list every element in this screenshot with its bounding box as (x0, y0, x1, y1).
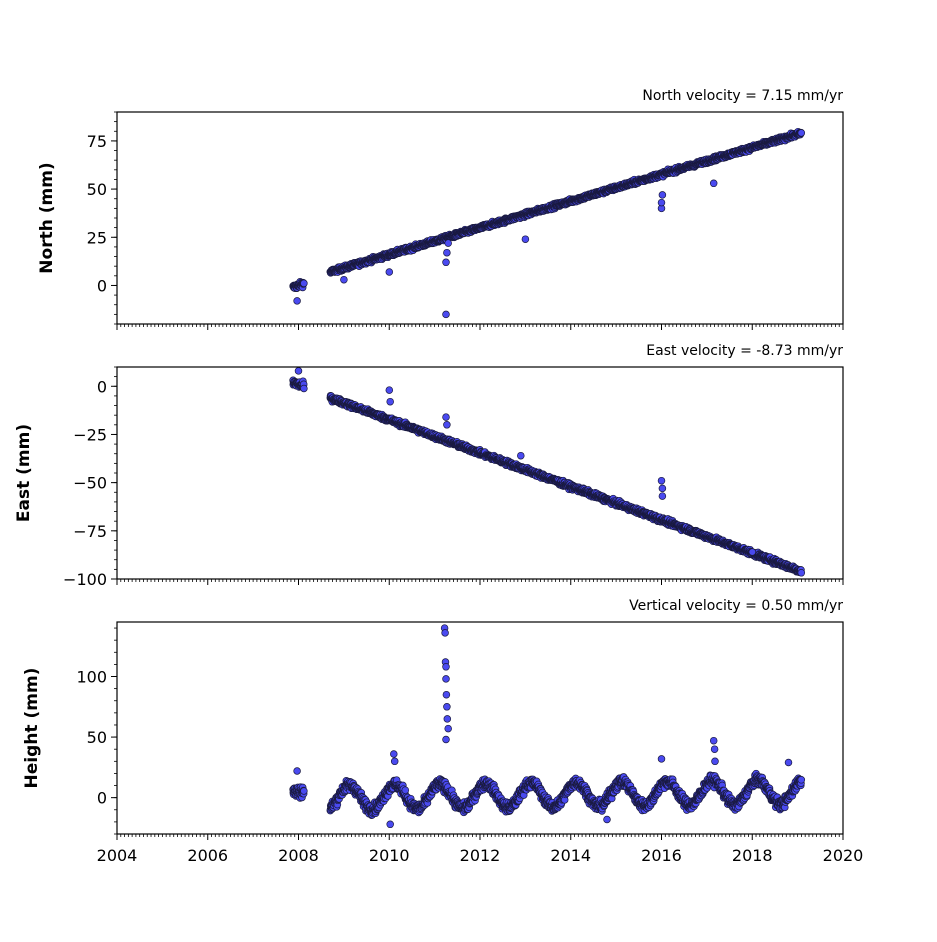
north-data-point (301, 280, 308, 287)
height-data-point (301, 788, 308, 795)
east-outlier-point (658, 477, 665, 484)
north-outlier-point (710, 180, 717, 187)
north-outlier-point (443, 311, 450, 318)
east-y-tick-label: −75 (73, 522, 107, 541)
east-outlier-point (387, 398, 394, 405)
north-y-tick-label: 50 (87, 180, 107, 199)
east-y-tick-label: −50 (73, 474, 107, 493)
east-data-point (798, 569, 805, 576)
east-data-point (301, 385, 308, 392)
east-outlier-point (749, 549, 756, 556)
north-velocity-label: North velocity = 7.15 mm/yr (642, 88, 843, 104)
east-outlier-point (443, 414, 450, 421)
east-outlier-point (659, 485, 666, 492)
east-outlier-point (295, 368, 302, 375)
north-outlier-point (659, 192, 666, 199)
east-outlier-point (659, 493, 666, 500)
east-outlier-point (386, 387, 393, 394)
north-outlier-point (341, 276, 348, 283)
east-y-tick-label: −25 (73, 425, 107, 444)
north-y-axis-title: North (mm) (37, 162, 57, 273)
north-y-tick-label: 0 (97, 276, 107, 295)
east-outlier-point (444, 421, 451, 428)
east-outlier-point (517, 452, 524, 459)
north-outlier-point (443, 259, 450, 266)
east-velocity-label: East velocity = -8.73 mm/yr (646, 343, 843, 359)
north-outlier-point (445, 240, 452, 247)
north-y-tick-label: 75 (87, 132, 107, 151)
east-y-axis-title: East (mm) (14, 424, 34, 522)
north-outlier-point (386, 269, 393, 276)
east-y-tick-label: −100 (63, 570, 107, 589)
north-data-point (798, 130, 805, 137)
height-data-point (402, 787, 409, 794)
north-outlier-point (294, 298, 301, 305)
north-outlier-point (444, 249, 451, 256)
north-outlier-point (658, 199, 665, 206)
north-outlier-point (522, 236, 529, 243)
east-y-tick-label: 0 (97, 377, 107, 396)
north-y-tick-label: 25 (87, 228, 107, 247)
